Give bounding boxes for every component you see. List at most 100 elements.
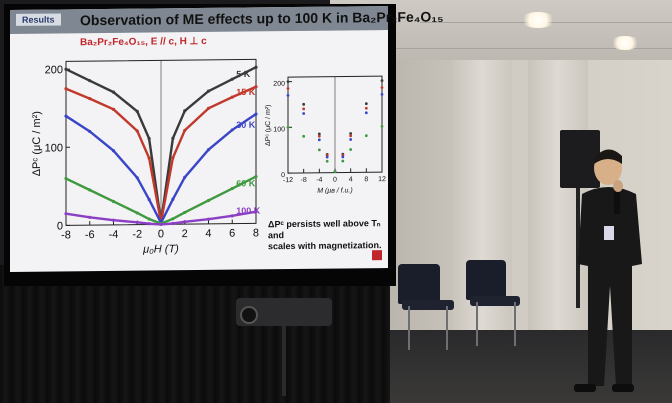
chair-leg	[446, 306, 448, 350]
microphone	[614, 188, 620, 214]
data-point	[317, 138, 321, 142]
monitor-stand	[576, 188, 580, 308]
data-point	[364, 106, 368, 110]
x-tick-label: -4	[109, 229, 119, 241]
y-axis-label: ΔPᶜ (μC / m²)	[31, 111, 43, 176]
data-point	[349, 138, 353, 141]
data-point	[364, 111, 368, 115]
ceiling-light	[520, 12, 556, 28]
x-tick-label: -2	[132, 229, 142, 241]
data-point	[380, 86, 384, 89]
series-label: 15 K	[236, 87, 256, 97]
chair-leg	[408, 306, 410, 350]
data-point	[230, 186, 234, 191]
speaker-suit	[578, 187, 642, 386]
data-point	[325, 159, 329, 163]
chair-seat	[402, 300, 454, 310]
y-axis-label: ΔPᶜ (μC / m²)	[265, 104, 272, 146]
ceiling-seam	[380, 48, 672, 49]
chair	[398, 264, 440, 304]
data-point	[380, 92, 384, 96]
chair	[466, 260, 506, 300]
x-tick-label: 6	[229, 228, 235, 240]
data-point	[183, 175, 187, 179]
data-point	[88, 79, 92, 83]
projector-stand	[282, 326, 286, 396]
stage-drape	[0, 265, 390, 403]
slide-logo	[372, 250, 382, 261]
y-tick-label: 0	[281, 172, 285, 179]
right-plot: 0 100 200 -12 -8 -4 0 4 8 12 M (μʙ / f.u.) ΔPᶜ (μC …	[265, 75, 386, 195]
x-tick-label: 8	[364, 176, 368, 183]
data-point	[171, 156, 175, 160]
data-point	[183, 109, 187, 113]
data-point	[111, 90, 116, 94]
y-tick-label: 100	[45, 142, 63, 154]
data-point	[380, 124, 384, 128]
x-axis-label: M (μʙ / f.u.)	[317, 187, 352, 194]
y-tick-label: 200	[273, 81, 285, 88]
data-point	[111, 199, 116, 204]
x-axis-label: μ₀H (T)	[142, 243, 179, 255]
data-point	[88, 129, 92, 134]
plot-note-line2: scales with magnetization.	[268, 240, 382, 252]
data-point	[254, 112, 258, 116]
data-point	[135, 129, 139, 133]
data-point	[183, 210, 187, 215]
data-point	[317, 134, 321, 138]
projector-lens	[240, 306, 258, 324]
data-point	[183, 220, 187, 224]
data-point	[88, 215, 92, 219]
speaker-badge	[604, 226, 614, 240]
x-tick-label: 2	[182, 228, 188, 240]
data-point	[171, 221, 175, 226]
x-tick-label: 0	[158, 228, 164, 240]
data-point	[302, 102, 306, 106]
data-point	[302, 112, 306, 115]
data-point	[333, 170, 337, 174]
data-point	[159, 222, 163, 226]
series-label: 30 K	[236, 120, 256, 130]
data-point	[254, 65, 258, 69]
x-tick-label: -8	[301, 177, 307, 184]
data-point	[147, 156, 151, 160]
data-point	[147, 197, 151, 202]
chair-leg	[514, 302, 516, 346]
data-point	[286, 93, 290, 97]
presentation-slide: Results Observation of ME effects up to …	[10, 6, 444, 272]
data-point	[64, 87, 68, 91]
data-point	[171, 197, 175, 201]
x-tick-label: 0	[333, 177, 337, 184]
x-tick-label: 8	[253, 227, 259, 239]
data-point	[317, 132, 321, 136]
data-point	[111, 218, 116, 222]
data-point	[88, 188, 92, 192]
data-point	[302, 134, 306, 138]
x-tick-label: 4	[205, 228, 211, 240]
data-point	[147, 137, 151, 141]
data-point	[230, 77, 234, 81]
data-point	[341, 159, 345, 163]
data-point	[135, 211, 139, 215]
data-point	[230, 95, 234, 99]
data-point	[64, 114, 68, 118]
data-point	[206, 217, 211, 221]
data-point	[364, 134, 368, 138]
data-point	[286, 87, 290, 90]
data-point	[88, 97, 92, 101]
data-point	[135, 176, 139, 180]
data-point	[135, 109, 139, 114]
data-point	[364, 102, 368, 106]
data-point	[341, 155, 345, 159]
data-point	[206, 198, 211, 203]
section-tag: Results	[16, 13, 61, 26]
shoe	[574, 384, 596, 392]
data-point	[349, 134, 353, 138]
data-point	[286, 125, 290, 129]
data-point	[286, 80, 290, 84]
data-point	[171, 136, 175, 140]
wall-panel	[452, 60, 512, 350]
data-point	[64, 212, 68, 216]
data-point	[380, 79, 384, 83]
